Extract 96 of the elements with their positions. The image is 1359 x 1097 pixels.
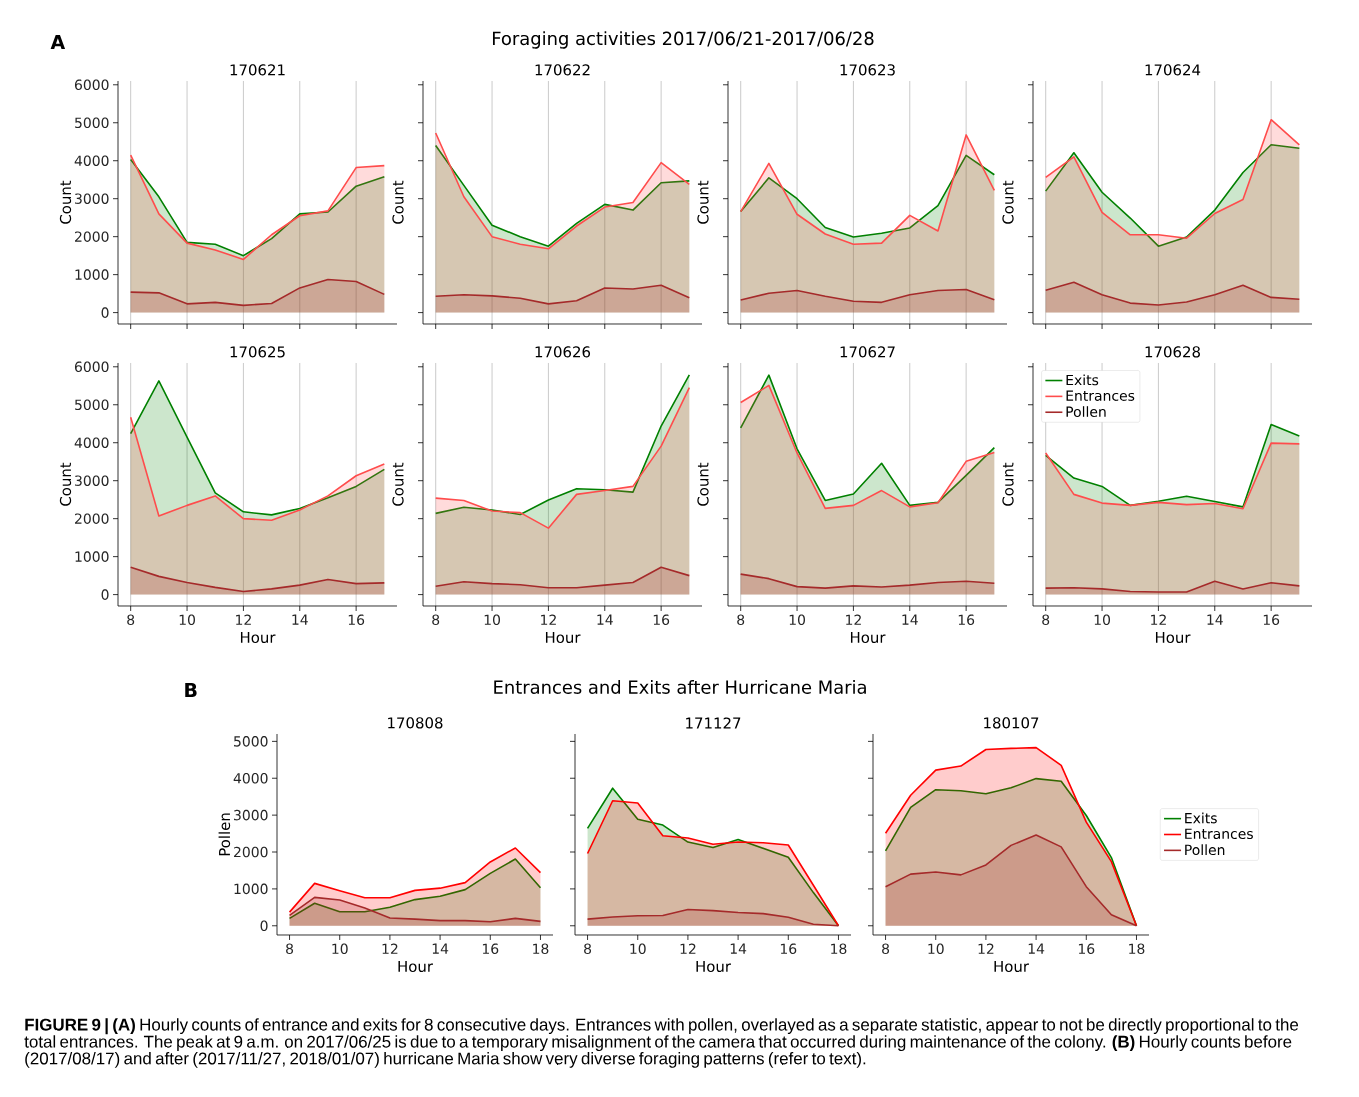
x-tick-label: 18 xyxy=(1129,943,1145,955)
chart-title: 170625 xyxy=(230,346,285,358)
x-axis-title: Hour xyxy=(1155,631,1191,644)
chart-title: 170628 xyxy=(1145,346,1200,358)
y-axis-title: Count xyxy=(59,180,72,224)
x-tick-label: 16 xyxy=(1078,943,1095,955)
x-tick-label: 10 xyxy=(179,614,195,626)
y-axis-title: Count xyxy=(697,180,709,224)
legend-label: Pollen xyxy=(1185,844,1225,856)
x-tick-label: 8 xyxy=(286,943,294,955)
chart-title: 170626 xyxy=(535,346,591,358)
text: FIGURE 9 | (A) Hourly counts of entrance and exits for 8 consecutive days. Entrances with pollen, overlayed as a separate statistic, appear to not be directly proportional to the total entrances. The peak at 9 a.m. on 2017/06/25 is due to a temporary misalignment of the camera that occurred during maintenance of the colony. (B) Hourly counts before (2017/08/17) and after (2017/11/27, 2018/01/07) hurricane Maria show very diverse foraging patterns (refer to text). xyxy=(24,1018,1299,1068)
y-tick-label: 1000 xyxy=(75,551,109,562)
x-tick-label: 18 xyxy=(533,943,549,955)
legend-label: Entrances xyxy=(1066,390,1135,401)
y-axis-title: Count xyxy=(392,180,404,224)
x-tick-label: 12 xyxy=(978,943,994,954)
legend-label: Exits xyxy=(1066,374,1099,386)
x-tick-label: 16 xyxy=(1263,614,1280,626)
y-tick-label: 2000 xyxy=(75,231,109,242)
x-tick-label: 10 xyxy=(789,614,805,626)
y-tick-label: 4000 xyxy=(74,437,109,449)
x-tick-label: 12 xyxy=(541,614,556,625)
legend-label: Exits xyxy=(1185,812,1217,824)
y-axis-title: Count xyxy=(1002,180,1014,224)
x-axis-title: Hour xyxy=(994,960,1030,973)
y-tick-label: 5000 xyxy=(75,117,109,129)
x-tick-label: 10 xyxy=(1094,614,1111,626)
y-axis-title: Count xyxy=(1002,462,1014,506)
x-tick-label: 14 xyxy=(1028,943,1045,954)
y-tick-label: 3000 xyxy=(75,193,109,204)
x-tick-label: 14 xyxy=(292,614,308,625)
x-tick-label: 14 xyxy=(432,943,449,954)
y-axis-title: Count xyxy=(392,462,404,506)
x-tick-label: 12 xyxy=(382,943,398,954)
chart-title: 170808 xyxy=(388,717,443,729)
y-axis-title: Pollen xyxy=(218,813,231,856)
x-tick-label: 10 xyxy=(484,614,500,626)
x-tick-label: 8 xyxy=(1042,614,1050,626)
x-tick-label: 14 xyxy=(730,943,747,954)
x-tick-label: 16 xyxy=(653,614,670,626)
chart-title: 170624 xyxy=(1145,64,1201,76)
y-tick-label: 4000 xyxy=(233,772,268,784)
x-tick-label: 18 xyxy=(831,943,847,955)
x-tick-label: 8 xyxy=(432,614,440,626)
x-tick-label: 8 xyxy=(127,614,135,626)
chart-title: 171127 xyxy=(686,717,741,729)
legend-label: Entrances xyxy=(1185,828,1253,840)
chart-title: 170622 xyxy=(535,64,590,76)
x-tick-label: 12 xyxy=(1151,614,1166,625)
x-axis-title: Hour xyxy=(398,960,434,973)
y-tick-label: 0 xyxy=(101,589,109,600)
text: Entrances and Exits after Hurricane Maria xyxy=(494,680,866,694)
y-tick-label: 4000 xyxy=(74,155,109,167)
y-tick-label: 6000 xyxy=(74,79,109,91)
chart-title: 170621 xyxy=(230,64,285,76)
y-tick-label: 0 xyxy=(101,307,109,318)
x-tick-label: 8 xyxy=(584,943,592,955)
x-tick-label: 14 xyxy=(1207,614,1223,625)
x-tick-label: 12 xyxy=(846,614,861,625)
y-tick-label: 2000 xyxy=(234,846,268,858)
x-tick-label: 10 xyxy=(332,943,348,955)
chart-title: 180107 xyxy=(984,717,1039,729)
y-axis-title: Count xyxy=(59,462,72,506)
x-tick-label: 10 xyxy=(928,943,944,955)
x-axis-title: Hour xyxy=(850,631,886,644)
x-axis-title: Hour xyxy=(240,631,276,644)
y-tick-label: 6000 xyxy=(74,361,109,373)
x-axis-title: Hour xyxy=(545,631,581,644)
x-tick-label: 8 xyxy=(882,943,890,955)
y-tick-label: 5000 xyxy=(234,736,268,747)
y-tick-label: 1000 xyxy=(234,883,268,895)
x-tick-label: 14 xyxy=(902,614,918,625)
text: B xyxy=(185,683,197,697)
y-tick-label: 1000 xyxy=(75,269,109,280)
y-axis-title: Count xyxy=(697,462,709,506)
text: A xyxy=(50,35,66,49)
y-tick-label: 3000 xyxy=(234,809,268,821)
chart-title: 170623 xyxy=(840,64,895,76)
text: Foraging activities 2017/06/21-2017/06/28 xyxy=(492,31,874,49)
x-tick-label: 16 xyxy=(958,614,975,626)
x-tick-label: 10 xyxy=(630,943,646,955)
x-axis-title: Hour xyxy=(696,960,732,973)
y-tick-label: 2000 xyxy=(75,513,109,524)
x-tick-label: 12 xyxy=(680,943,696,954)
chart-title: 170627 xyxy=(840,346,895,358)
x-tick-label: 16 xyxy=(482,943,499,955)
legend-label: Pollen xyxy=(1066,406,1106,417)
x-tick-label: 8 xyxy=(737,614,745,626)
y-tick-label: 0 xyxy=(260,920,268,932)
x-tick-label: 16 xyxy=(780,943,797,955)
y-tick-label: 5000 xyxy=(75,399,109,411)
x-tick-label: 14 xyxy=(597,614,613,625)
x-tick-label: 12 xyxy=(236,614,251,625)
x-tick-label: 16 xyxy=(348,614,365,626)
y-tick-label: 3000 xyxy=(75,475,109,486)
